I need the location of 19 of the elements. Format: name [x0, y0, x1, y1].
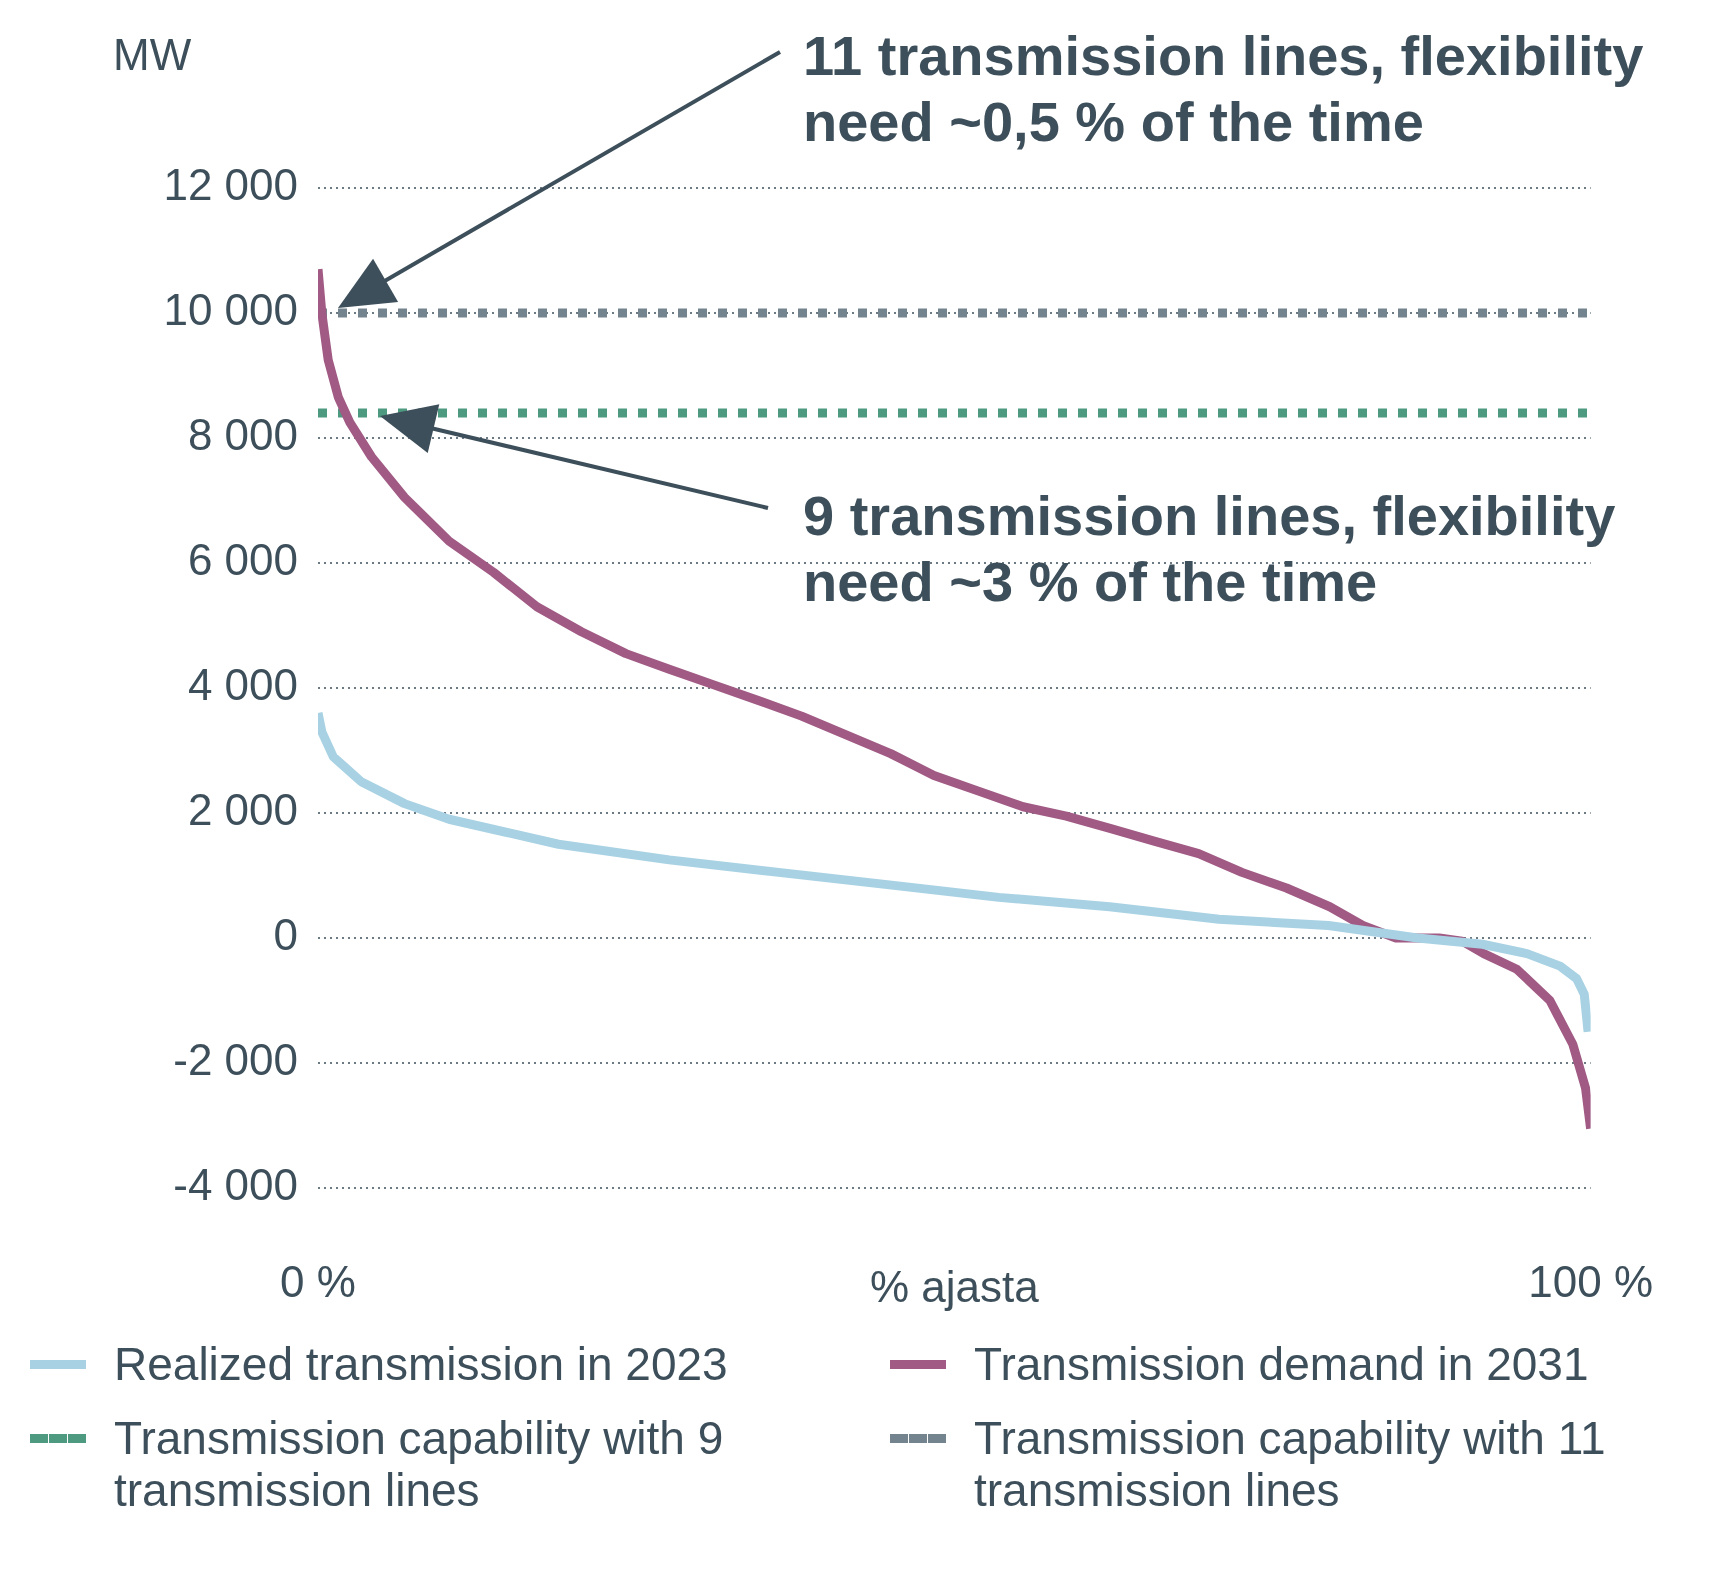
legend-label: Realized transmission in 2023: [114, 1338, 729, 1390]
y-tick-label: -2 000: [173, 1035, 298, 1085]
y-tick-label: 0: [273, 910, 298, 960]
y-tick-label: -4 000: [173, 1160, 298, 1210]
y-tick-label: 6 000: [187, 535, 298, 585]
legend-label: Transmission capability with 11 transmission lines: [974, 1412, 1607, 1516]
y-tick-label: 2 000: [187, 785, 298, 835]
y-tick-label: 12 000: [163, 160, 298, 210]
y-tick-label: 8 000: [187, 410, 298, 460]
x-tick-label: 100 %: [1528, 1256, 1653, 1306]
legend-label: Transmission capability with 9 transmission lines: [114, 1412, 725, 1516]
annotation: 9 transmission lines, flexibility need ~3 % of the time: [803, 484, 1616, 614]
x-axis-title: % ajasta: [869, 1262, 1040, 1312]
text: 11 transmission lines, flexibility need ~0,5 % of the time: [803, 24, 1644, 154]
y-tick-label: 10 000: [163, 285, 298, 335]
legend-label: Transmission demand in 2031: [974, 1338, 1590, 1390]
y-tick-label: 4 000: [187, 660, 298, 710]
x-tick-label: 0 %: [280, 1256, 356, 1306]
y-axis-title: MW: [113, 30, 192, 80]
